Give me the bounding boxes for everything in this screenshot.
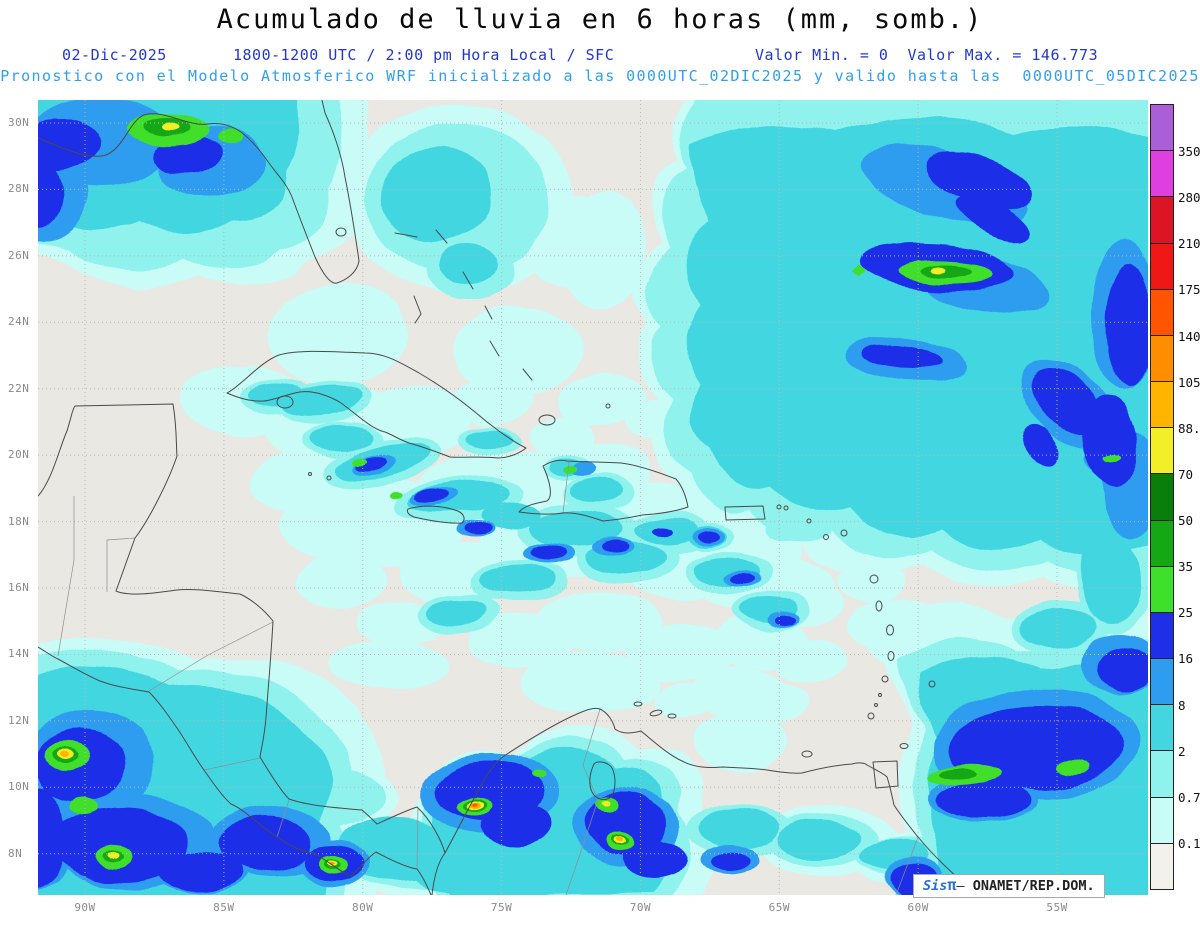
colorbar-segment: [1151, 565, 1173, 612]
colorbar-segment: [1151, 288, 1173, 335]
colorbar-label: 105: [1178, 374, 1200, 390]
map-plot: [38, 100, 1148, 895]
colorbar-label: 8: [1178, 697, 1186, 713]
colorbar-segment: [1151, 150, 1173, 197]
colorbar-segment: [1151, 381, 1173, 428]
lon-label: 55W: [1046, 901, 1068, 914]
plot-wrap: [38, 100, 1148, 895]
colorbar-label: 35: [1178, 559, 1194, 575]
lat-label: 18N: [8, 514, 30, 528]
page-title: Acumulado de lluvia en 6 horas (mm, somb…: [216, 4, 984, 35]
watermark-badge: Sisπ– ONAMET/REP.DOM.: [913, 874, 1105, 898]
colorbar-label: 70: [1178, 466, 1194, 482]
watermark-org: ONAMET/REP.DOM.: [972, 878, 1095, 894]
watermark-brand: Sis: [923, 878, 948, 894]
border-layer: [57, 461, 919, 895]
lat-label: 16N: [8, 581, 30, 594]
lon-label: 65W: [768, 901, 790, 914]
lat-label: 20N: [8, 448, 30, 462]
colorbar-segment: [1151, 750, 1173, 797]
colorbar-segment: [1151, 473, 1173, 520]
lat-label: 28N: [8, 182, 30, 196]
precipitation-layer: [38, 100, 1148, 895]
min-max-values: Valor Min. = 0 Valor Max. = 146.773: [755, 46, 1099, 64]
lat-label: 24N: [8, 315, 30, 329]
lon-label: 90W: [74, 901, 96, 914]
colorbar-label: 25: [1178, 605, 1194, 621]
colorbar-label: 175: [1178, 282, 1200, 298]
colorbar-segment: [1151, 196, 1173, 243]
colorbar-segment: [1151, 611, 1173, 659]
colorbar-segment: [1151, 842, 1173, 889]
colorbar-label: 210: [1178, 236, 1200, 252]
colorbar-label: 88.2: [1178, 420, 1200, 436]
lon-label: 80W: [352, 901, 374, 914]
lat-label: 30N: [8, 116, 30, 129]
colorbar-segment: [1151, 334, 1173, 382]
colorbar-segment: [1151, 105, 1173, 151]
colorbar-label: 280: [1178, 190, 1200, 206]
colorbar-segment: [1151, 704, 1173, 751]
lon-label: 60W: [907, 901, 929, 914]
colorbar-labels: 350 280 210 175 140 105 88.2 70 50 35 25 16 8 2 0.7 0.1: [1178, 95, 1200, 927]
model-info-line: Pronostico con el Modelo Atmosferico WRF…: [0, 67, 1200, 85]
pi-logo-icon: π: [947, 876, 957, 894]
lat-label: 10N: [8, 780, 30, 794]
colorbar-label: 16: [1178, 651, 1194, 667]
colorbar-segment: [1151, 242, 1173, 289]
colorbar-label: 50: [1178, 513, 1194, 529]
colorbar-label: 140: [1178, 328, 1200, 344]
lat-label: 22N: [8, 381, 30, 395]
colorbar-label: 350: [1178, 144, 1200, 160]
colorbar-label: 0.1: [1178, 835, 1200, 851]
lat-label: 14N: [8, 647, 30, 661]
colorbar-segment: [1151, 427, 1173, 474]
colorbar-label: 0.7: [1178, 789, 1200, 805]
forecast-date: 02-Dic-2025: [62, 46, 167, 64]
lat-label: 8N: [8, 846, 23, 860]
colorbar: [1150, 104, 1174, 890]
colorbar-label: 2: [1178, 743, 1186, 759]
lon-label: 85W: [213, 901, 235, 914]
colorbar-segment: [1151, 519, 1173, 566]
forecast-time: 1800-1200 UTC / 2:00 pm Hora Local / SFC: [233, 46, 615, 64]
lat-label: 12N: [8, 713, 30, 727]
map-area: 30N 28N 26N 24N 22N 20N 18N 16N 14N 12N 10N 8N 90W 8…: [0, 95, 1200, 927]
lon-label: 75W: [490, 901, 513, 914]
lat-label: 26N: [8, 248, 30, 262]
grid-layer: [38, 100, 1148, 895]
watermark-separator: –: [956, 878, 965, 894]
lon-label: 70W: [629, 901, 652, 914]
colorbar-segment: [1151, 796, 1173, 843]
coastline-layer: [38, 100, 979, 895]
colorbar-segment: [1151, 658, 1173, 705]
